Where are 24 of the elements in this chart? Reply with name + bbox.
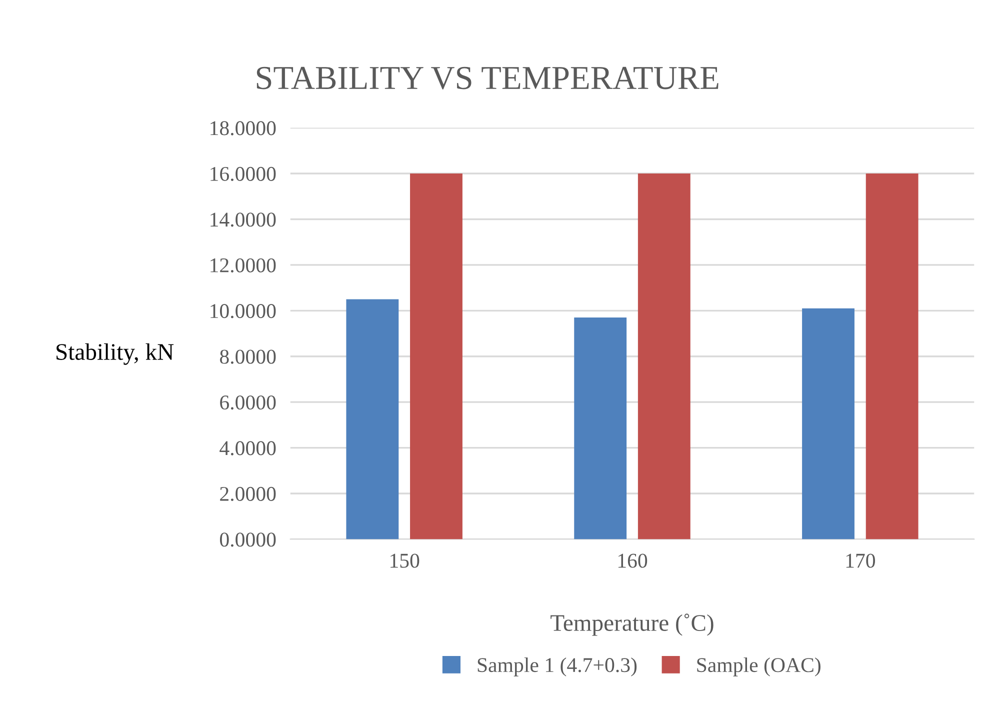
x-tick-label: 160 xyxy=(618,554,648,568)
bar xyxy=(346,299,399,540)
y-tick-label: 16.0000 xyxy=(210,166,276,182)
bar xyxy=(802,308,854,540)
y-tick-label: 2.0000 xyxy=(220,486,276,502)
y-tick-label: 0.0000 xyxy=(220,532,276,547)
y-tick-label: 8.0000 xyxy=(220,350,276,364)
bar xyxy=(410,174,462,540)
y-tick-label: 12.0000 xyxy=(210,258,276,272)
y-axis-title: Stability, kN xyxy=(56,343,174,365)
bar xyxy=(866,174,918,540)
x-axis-title: Temperature (˚C) xyxy=(550,614,714,636)
y-tick-label: 10.0000 xyxy=(210,304,276,318)
x-tick-label: 150 xyxy=(390,554,420,568)
bar xyxy=(574,318,627,540)
y-tick-label: 6.0000 xyxy=(220,395,276,410)
bar xyxy=(638,174,690,540)
y-tick-label: 18.0000 xyxy=(210,121,276,136)
legend-label: Sample (OAC) xyxy=(697,657,820,676)
chart-title: STABILITY VS TEMPERATURE xyxy=(256,66,718,90)
legend-label: Sample 1 (4.7+0.3) xyxy=(478,657,637,676)
x-tick-label: 170 xyxy=(846,554,876,568)
y-tick-label: 14.0000 xyxy=(210,212,276,227)
y-tick-label: 4.0000 xyxy=(220,441,276,456)
